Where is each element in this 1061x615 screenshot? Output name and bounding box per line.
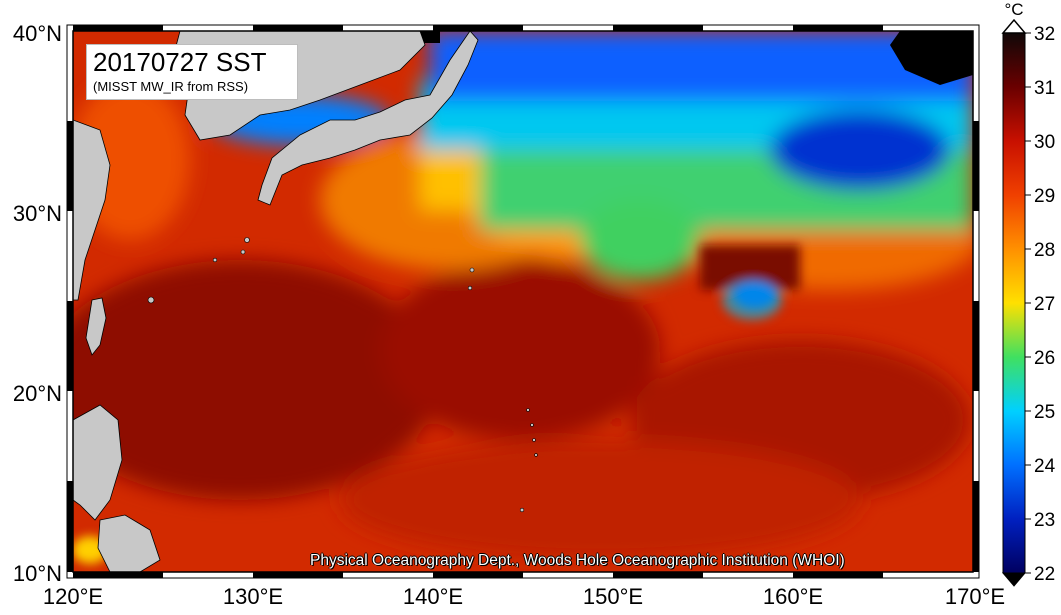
colorbar-gradient [1002, 32, 1026, 574]
frame-checks-left [67, 121, 73, 572]
lat-label-10n: 10°N [13, 561, 62, 586]
dark-warm-pool-central [380, 260, 660, 440]
colorbar-tick-label: 27 [1034, 294, 1055, 315]
nodata-northeast [890, 31, 973, 85]
frame-checks-right [973, 121, 979, 572]
lon-label-130e: 130°E [223, 584, 283, 609]
colorbar-tick-label: 29 [1034, 186, 1055, 207]
land-luzon [73, 404, 123, 521]
land-taiwan [85, 297, 107, 356]
lon-label-170e: 170°E [945, 584, 1005, 609]
frame-checks-top [73, 25, 883, 31]
longitude-labels: 120°E 130°E 140°E 150°E 160°E 170°E [43, 584, 1005, 609]
lon-label-150e: 150°E [583, 584, 643, 609]
deep-blue-patch [770, 110, 950, 190]
colorbar-ticks: 32 31 30 29 28 27 26 25 24 23 22 [1025, 24, 1056, 585]
land-japan-honshu [257, 31, 479, 206]
cold-eddy-halo [722, 280, 782, 320]
sst-field [73, 31, 973, 572]
lat-label-20n: 20°N [13, 381, 62, 406]
map-title: 20170727 SST [93, 47, 267, 77]
lon-label-160e: 160°E [763, 584, 823, 609]
colorbar-unit: °C [1004, 0, 1023, 19]
colorbar-tick-label: 22 [1034, 564, 1055, 585]
lon-label-120e: 120°E [43, 584, 103, 609]
colorbar-top-arrow [1001, 18, 1027, 34]
lon-label-140e: 140°E [403, 584, 463, 609]
colorbar-tick-label: 26 [1034, 348, 1055, 369]
frame-checks-bottom [73, 572, 883, 578]
lat-label-30n: 30°N [13, 201, 62, 226]
dark-warm-pool-west [73, 260, 440, 500]
map-subtitle: (MISST MW_IR from RSS) [93, 79, 249, 94]
colorbar-tick-label: 28 [1034, 240, 1055, 261]
latitude-labels: 40°N 30°N 20°N 10°N [13, 21, 62, 586]
colorbar-tick-label: 32 [1034, 24, 1055, 45]
colorbar-tick-label: 24 [1034, 456, 1056, 477]
blue-band [430, 31, 973, 101]
colorbar: °C 32 31 30 29 28 27 26 25 24 23 22 [1001, 0, 1056, 587]
map-credit: Physical Oceanography Dept., Woods Hole … [310, 552, 845, 569]
warm-band-south [340, 440, 860, 560]
land-philippines-south [97, 514, 161, 572]
colorbar-tick-label: 25 [1034, 402, 1055, 423]
green-tongue-mid [580, 200, 700, 280]
land-china-east-coast [73, 119, 111, 301]
lat-label-40n: 40°N [13, 21, 62, 46]
colorbar-tick-label: 31 [1034, 78, 1055, 99]
colorbar-tick-label: 23 [1034, 510, 1055, 531]
map-title-box: 20170727 SST (MISST MW_IR from RSS) [86, 44, 298, 100]
colorbar-bottom-arrow [1001, 572, 1027, 587]
colorbar-tick-label: 30 [1034, 132, 1055, 153]
islands [147, 237, 538, 513]
map-frame [66, 24, 980, 579]
